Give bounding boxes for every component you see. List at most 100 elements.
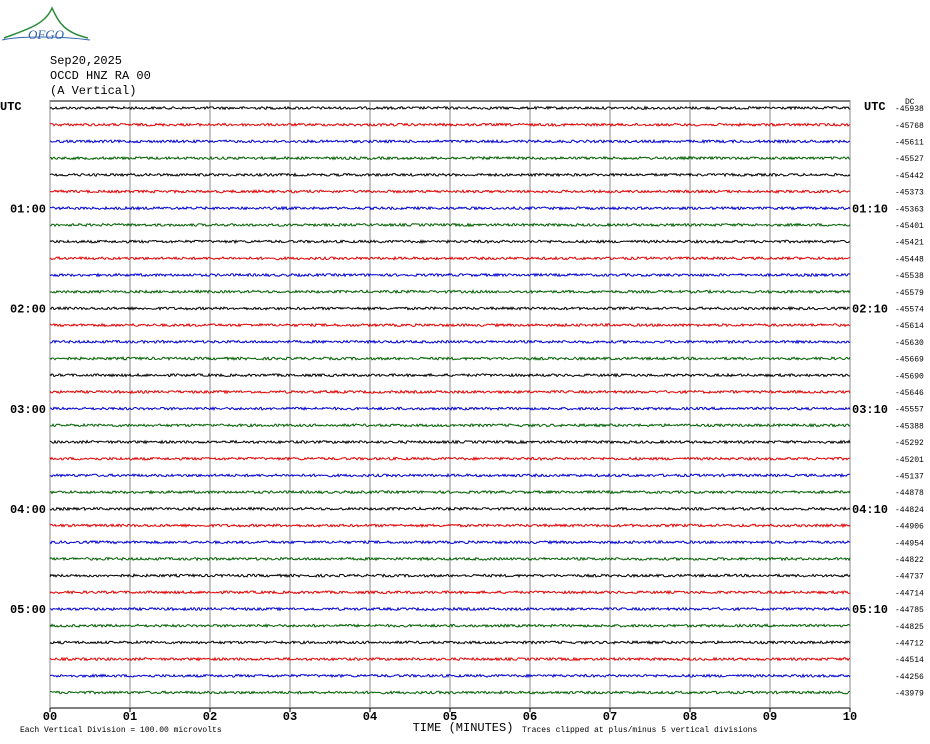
offset-label: -45557 <box>895 406 924 415</box>
offset-label: -45373 <box>895 189 924 198</box>
trace <box>49 188 851 195</box>
offset-label: -44954 <box>895 539 924 548</box>
trace <box>49 322 851 328</box>
trace <box>49 606 851 612</box>
offset-label: -45401 <box>895 222 924 231</box>
trace <box>49 656 851 662</box>
trace <box>49 205 851 211</box>
offset-label: -45201 <box>895 456 924 465</box>
left-header: UTC <box>0 100 22 114</box>
logo-text: OFGO <box>28 27 65 42</box>
trace <box>49 172 851 178</box>
logo-swoosh <box>3 6 89 39</box>
offset-label: -45292 <box>895 439 924 448</box>
offset-label: -45669 <box>895 356 924 365</box>
offset-label: -44906 <box>895 523 924 532</box>
offset-label: -45421 <box>895 239 924 248</box>
right-header: UTC <box>864 100 886 114</box>
right-time-label: 03:10 <box>852 403 888 417</box>
x-tick-label: 05 <box>443 710 457 724</box>
offset-label: -45690 <box>895 372 924 381</box>
component: (A Vertical) <box>50 84 136 98</box>
trace <box>49 489 851 495</box>
offset-label: -45442 <box>895 172 924 181</box>
trace <box>49 522 851 529</box>
trace <box>49 539 851 545</box>
trace <box>49 673 851 679</box>
offset-label: -44514 <box>895 656 924 665</box>
trace <box>49 138 851 144</box>
trace <box>49 472 850 478</box>
trace <box>49 289 851 295</box>
offset-label: -45527 <box>895 155 924 164</box>
offset-header: DC <box>905 98 915 107</box>
trace <box>50 339 851 345</box>
x-tick-label: 08 <box>683 710 697 724</box>
offset-label: -45388 <box>895 422 924 431</box>
trace <box>49 589 851 595</box>
x-axis-label: TIME (MINUTES) <box>413 721 514 735</box>
right-time-label: 05:10 <box>852 603 888 617</box>
trace <box>49 155 851 161</box>
left-time-label: 01:00 <box>10 202 46 216</box>
trace <box>49 222 851 228</box>
offset-label: -45611 <box>895 139 924 148</box>
offset-label: -45538 <box>895 272 924 281</box>
station: OCCD HNZ RA 00 <box>50 69 151 83</box>
x-tick-label: 07 <box>603 710 617 724</box>
logo-line <box>1 36 91 41</box>
offset-label: -45363 <box>895 205 924 214</box>
trace <box>49 406 851 412</box>
trace <box>49 356 851 361</box>
offset-label: -44878 <box>895 489 924 498</box>
trace <box>49 372 851 378</box>
trace <box>49 439 851 445</box>
offset-label: -44825 <box>895 623 924 632</box>
offset-label: -44785 <box>895 606 924 615</box>
trace <box>49 389 851 395</box>
offset-label: -44256 <box>895 673 924 682</box>
offset-label: -43979 <box>895 690 924 699</box>
offset-label: -45614 <box>895 322 924 331</box>
left-time-label: 02:00 <box>10 303 46 317</box>
trace <box>49 239 851 245</box>
trace <box>49 689 850 695</box>
right-time-label: 04:10 <box>852 503 888 517</box>
logo: OFGO <box>1 6 91 42</box>
x-tick-label: 06 <box>523 710 537 724</box>
offset-label: -44824 <box>895 506 924 515</box>
offset-label: -45938 <box>895 105 924 114</box>
offset-label: -45574 <box>895 306 924 315</box>
x-tick-label: 02 <box>203 710 217 724</box>
x-tick-label: 04 <box>363 710 377 724</box>
trace <box>49 255 851 261</box>
x-tick-label: 00 <box>43 710 57 724</box>
offset-label: -45646 <box>895 389 924 398</box>
chart-title: Sep20,2025 <box>50 54 122 68</box>
trace <box>49 573 851 579</box>
x-tick-label: 03 <box>283 710 297 724</box>
offset-label: -44737 <box>895 573 924 582</box>
trace <box>49 272 851 278</box>
left-time-label: 04:00 <box>10 503 46 517</box>
right-time-label: 02:10 <box>852 303 888 317</box>
trace <box>49 122 851 128</box>
offset-label: -45137 <box>895 473 924 482</box>
offset-label: -44822 <box>895 556 924 565</box>
clip-note: Traces clipped at plus/minus 5 vertical … <box>522 726 757 735</box>
x-tick-label: 10 <box>843 710 857 724</box>
left-time-label: 05:00 <box>10 603 46 617</box>
trace <box>49 105 851 111</box>
trace <box>49 623 851 629</box>
trace <box>49 422 851 428</box>
left-time-label: 03:00 <box>10 403 46 417</box>
offset-label: -45630 <box>895 339 924 348</box>
offset-label: -45448 <box>895 255 924 264</box>
right-time-label: 01:10 <box>852 202 888 216</box>
trace <box>49 456 851 462</box>
scale-note: Each Vertical Division = 100.00 microvol… <box>20 726 222 735</box>
trace <box>49 639 851 645</box>
trace <box>49 506 851 512</box>
offset-label: -44712 <box>895 640 924 649</box>
